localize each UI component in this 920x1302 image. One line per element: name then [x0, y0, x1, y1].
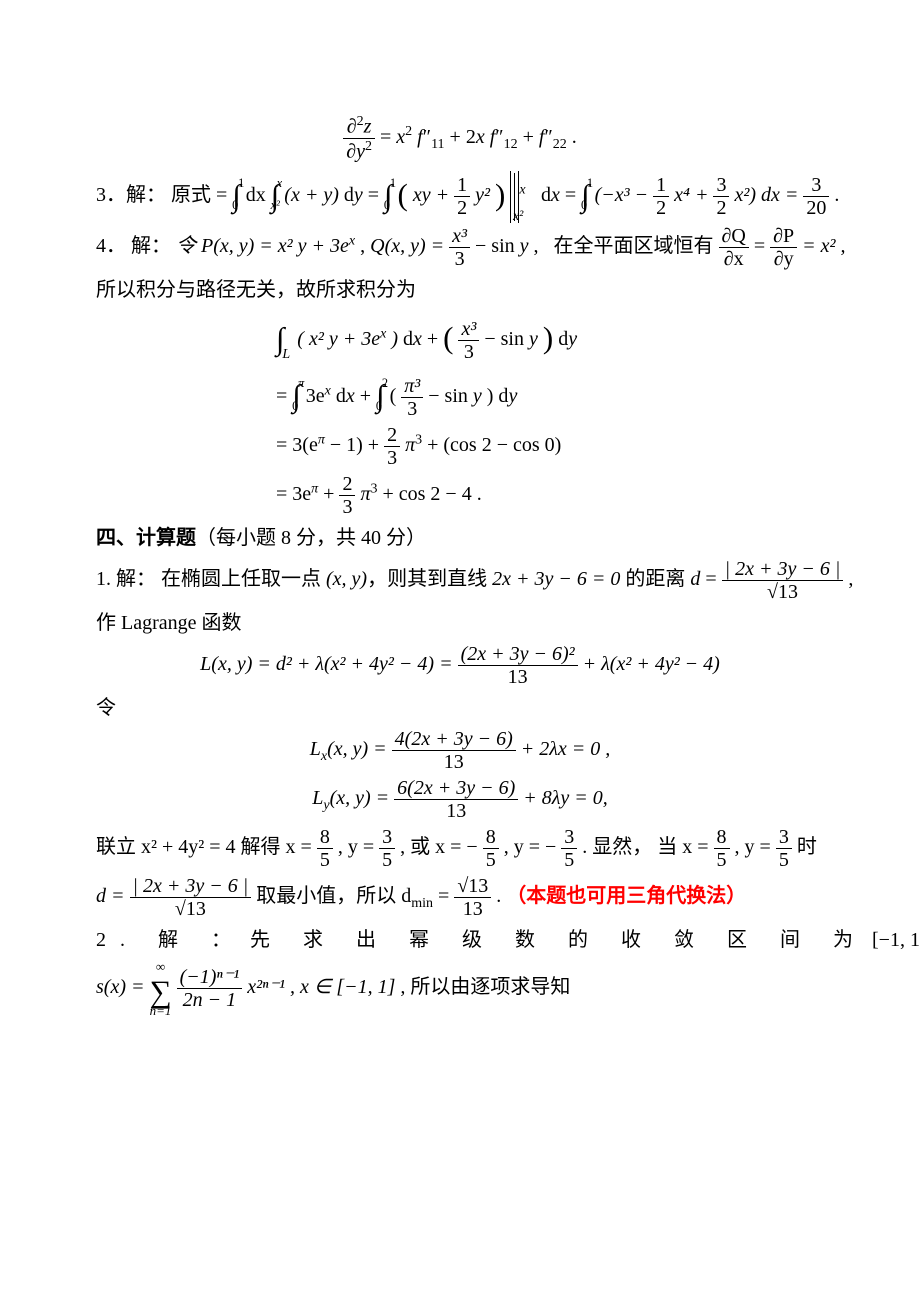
q1-Lx: Lx(x, y) = 4(2x + 3y − 6)13 + 2λx = 0 ,	[96, 728, 824, 773]
q1-red-note: （本题也可用三角代换法）	[506, 885, 746, 907]
q1-lagrange: L(x, y) = d² + λ(x² + 4y² − 4) = (2x + 3…	[96, 643, 824, 688]
q1-solve: 联立 x² + 4y² = 4 解得 x = 85 , y = 35 , 或 x…	[96, 826, 824, 871]
p4-calc-4: = 3eπ + 23 π3 + cos 2 − 4 .	[276, 473, 824, 518]
q1-line2: 作 Lagrange 函数	[96, 607, 824, 639]
p4-line2: 所以积分与路径无关，故所求积分为	[96, 274, 824, 306]
sec4-sub: （每小题 8 分，共 40 分）	[196, 527, 426, 549]
q2-label: 2. 解 ：	[96, 929, 245, 951]
q2-series: s(x) = ∞ ∑ n=1 (−1)ⁿ⁻¹2n − 1 x²ⁿ⁻¹ , x ∈…	[96, 960, 824, 1017]
q1-line1: 1. 解： 在椭圆上任取一点 (x, y)，则其到直线 2x + 3y − 6 …	[96, 558, 824, 603]
q2-line1: 2. 解 ： 先 求 出 幂 级 数 的 收 敛 区 间 为 [−1, 1] ，…	[96, 924, 824, 956]
p4-calc-1: ∫L ( x² y + 3ex ) dx + ( x³3 − sin y ) d…	[276, 310, 824, 363]
problem-4: 4． 解： 令 P(x, y) = x² y + 3ex , Q(x, y) =…	[96, 225, 824, 270]
p4-label: 4． 解：	[96, 235, 171, 257]
p3-label: 3．解：	[96, 184, 166, 206]
eq-top-rhs: x	[396, 126, 405, 148]
sec4-title: 四、计算题	[96, 527, 196, 549]
q1-ling: 令	[96, 692, 824, 724]
q1-label: 1. 解：	[96, 568, 156, 590]
q1-dmin: d = | 2x + 3y − 6 |√13 取最小值，所以 dmin = √1…	[96, 875, 824, 920]
eq-d2z-dy2: ∂2z ∂y2 = x2 f″11 + 2x f″12 + f″22 .	[96, 114, 824, 162]
partial-sym: ∂	[347, 116, 357, 138]
problem-3: 3．解： 原式 = ∫10 dx ∫xx² (x + y) dy = ∫10 (…	[96, 166, 824, 220]
q1-Ly: Ly(x, y) = 6(2x + 3y − 6)13 + 8λy = 0,	[96, 777, 824, 822]
p4-calc-2: = ∫π0 3ex dx + ∫20 ( π³3 − sin y ) dy	[276, 367, 824, 420]
section-4-heading: 四、计算题（每小题 8 分，共 40 分）	[96, 522, 824, 554]
p4-calc-3: = 3(eπ − 1) + 23 π3 + (cos 2 − cos 0)	[276, 424, 824, 469]
